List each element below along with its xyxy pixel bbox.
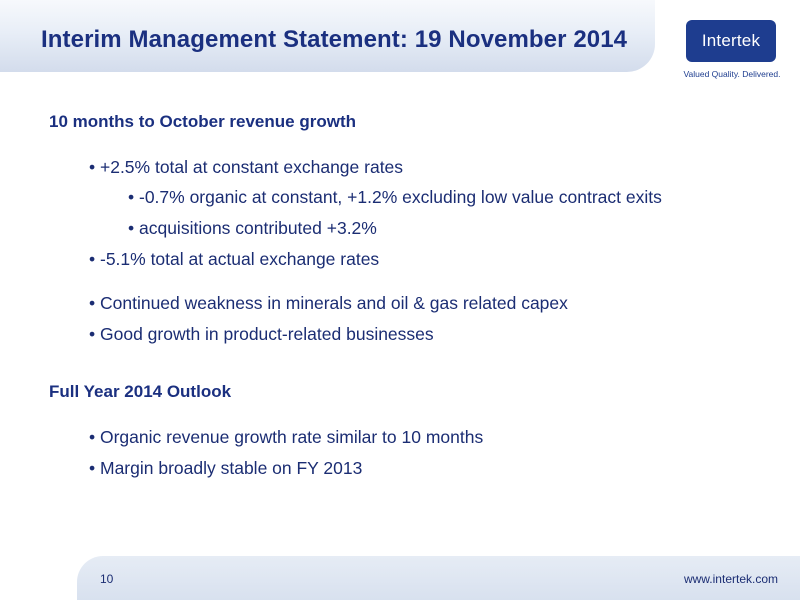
- header-band: [0, 0, 655, 72]
- bullet-organic-constant: • -0.7% organic at constant, +1.2% exclu…: [128, 187, 662, 207]
- logo-wordmark: Intertek: [701, 31, 761, 50]
- bullet-minerals-weakness: • Continued weakness in minerals and oil…: [89, 293, 568, 313]
- bullet-margin-outlook: • Margin broadly stable on FY 2013: [89, 458, 363, 478]
- bullet-total-constant: • +2.5% total at constant exchange rates: [89, 157, 404, 177]
- page-number: 10: [100, 572, 114, 586]
- logo-tagline: Valued Quality. Delivered.: [683, 69, 781, 79]
- section-heading-outlook: Full Year 2014 Outlook: [49, 382, 232, 401]
- intertek-logo: Intertek: [686, 20, 776, 62]
- website-link[interactable]: www.intertek.com: [683, 572, 778, 586]
- bullet-total-actual: • -5.1% total at actual exchange rates: [89, 249, 380, 269]
- footer-band: [77, 556, 800, 600]
- bullet-organic-outlook: • Organic revenue growth rate similar to…: [89, 427, 484, 447]
- bullet-product-growth: • Good growth in product-related busines…: [89, 324, 434, 344]
- slide-title: Interim Management Statement: 19 Novembe…: [41, 26, 628, 53]
- bullet-acquisitions: • acquisitions contributed +3.2%: [128, 218, 377, 238]
- section-heading-revenue-growth: 10 months to October revenue growth: [49, 112, 356, 131]
